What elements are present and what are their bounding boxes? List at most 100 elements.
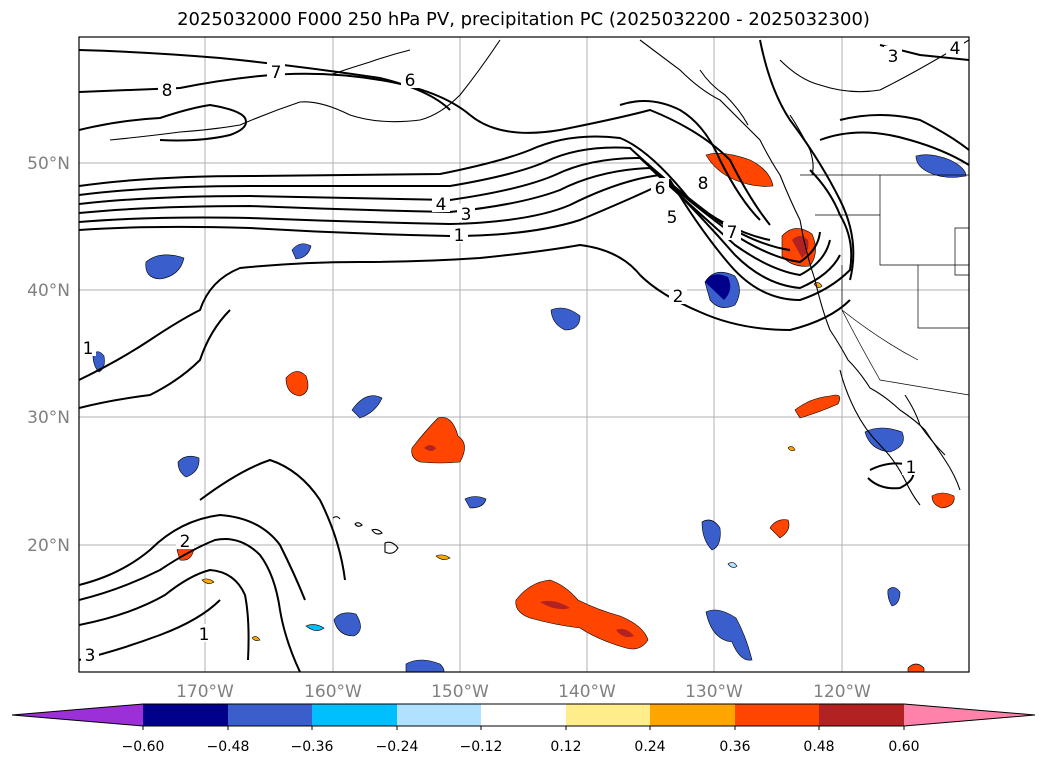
- colorbar-tick-label: −0.36: [291, 739, 334, 755]
- contour-label: 4: [436, 195, 447, 215]
- colorbar-extend-max: [904, 704, 1035, 726]
- precip-positive-patch: [794, 394, 841, 419]
- contour-label: 1: [83, 339, 94, 359]
- longitude-labels: 170°W 160°W 150°W 140°W 130°W 120°W: [176, 682, 871, 702]
- contour-label: 2: [180, 532, 191, 552]
- contour-label: 3: [461, 205, 472, 225]
- precip-negative-patch: [92, 351, 105, 373]
- colorbar-segment: [650, 704, 735, 726]
- colorbar-tick-label: 0.60: [888, 739, 919, 755]
- contour-label: 5: [667, 208, 678, 228]
- colorbar-segment: [397, 704, 481, 726]
- precip-negative-patch: [701, 519, 721, 551]
- pv-contour-6: [79, 135, 771, 241]
- contour-label: 1: [906, 458, 917, 478]
- lon-label: 170°W: [176, 682, 234, 702]
- precip-positive-patch: [931, 492, 955, 509]
- pv-contour-ridge2: [79, 513, 306, 601]
- colorbar-tick-label: −0.12: [460, 739, 503, 755]
- precip-positive-patch: [540, 600, 570, 610]
- contour-label: 7: [271, 63, 282, 83]
- precip-negative-patch: [145, 254, 185, 280]
- precip-positive-patch: [705, 153, 774, 187]
- contour-label: 1: [199, 625, 210, 645]
- pv-contours: [79, 39, 969, 672]
- precip-negative-patch: [291, 243, 312, 260]
- map-frame: [78, 36, 970, 673]
- pv-contour-8: [79, 103, 247, 142]
- lon-label: 120°W: [813, 682, 871, 702]
- pv-contour-4: [79, 156, 821, 264]
- precip-negative-patch: [727, 562, 738, 568]
- pv-contour-east4: [759, 39, 855, 281]
- lat-label: 30°N: [27, 408, 70, 428]
- lon-label: 130°W: [685, 682, 743, 702]
- contour-label: 3: [888, 47, 899, 67]
- contour-labels: 8 7 6 6 4 3 5 8 7 1 2 1 1 2 1 3 3 4: [80, 38, 964, 666]
- precip-negative-patch: [915, 154, 967, 178]
- precip-negative-patch: [705, 609, 753, 661]
- pv-contour-ridge1: [79, 538, 301, 672]
- precip-negative-patch: [351, 395, 383, 419]
- precip-negative-patch: [550, 307, 581, 331]
- colorbar-tick-label: −0.48: [207, 739, 250, 755]
- colorbar-segment: [566, 704, 650, 726]
- precip-negative-patch: [305, 624, 325, 631]
- lon-label: 150°W: [431, 682, 489, 702]
- precip-negative-patch: [333, 612, 361, 637]
- precip-positive-patch: [411, 417, 465, 464]
- contour-label: 1: [454, 226, 465, 246]
- precip-positive-patch: [285, 371, 309, 397]
- precip-positive-patch: [907, 663, 925, 672]
- contour-label: 8: [698, 174, 709, 194]
- pv-contour-2b: [79, 243, 851, 381]
- precipitation-patches: [92, 153, 967, 672]
- lat-label: 40°N: [27, 281, 70, 301]
- contour-label: 6: [655, 179, 666, 199]
- colorbar-tick-label: 0.24: [634, 739, 665, 755]
- precip-positive-patch: [435, 554, 451, 560]
- colorbar-segment: [143, 704, 228, 726]
- colorbar-segment: [228, 704, 312, 726]
- pv-contour-7: [79, 72, 771, 226]
- colorbar-tick-label: 0.12: [550, 739, 581, 755]
- precip-negative-patch: [864, 427, 904, 453]
- lat-label: 20°N: [27, 536, 70, 556]
- lon-label: 140°W: [558, 682, 616, 702]
- map-title: 2025032000 F000 250 hPa PV, precipitatio…: [177, 9, 870, 30]
- precip-positive-patch: [424, 445, 436, 451]
- pv-contour-east1: [839, 114, 969, 151]
- colorbar: [11, 703, 1036, 730]
- colorbar-tick-label: −0.24: [376, 739, 419, 755]
- pv-contour-east2: [819, 131, 969, 166]
- colorbar-tick-label: 0.48: [803, 739, 834, 755]
- latitude-labels: 50°N 40°N 30°N 20°N: [27, 154, 70, 556]
- colorbar-extend-min: [12, 704, 143, 726]
- pv-contour-ridge4: [79, 599, 221, 661]
- pv-contour-ridge5: [199, 458, 346, 581]
- gridlines: [79, 37, 969, 672]
- colorbar-segment: [312, 704, 397, 726]
- pv-contour-ridge3: [79, 568, 250, 661]
- precip-positive-patch: [787, 446, 796, 451]
- precip-positive-patch: [201, 578, 215, 584]
- contour-label: 3: [85, 646, 96, 666]
- colorbar-ticks: −0.60 −0.48 −0.36 −0.24 −0.12 0.12 0.24 …: [122, 739, 920, 755]
- pv-contour-2: [79, 173, 841, 290]
- contour-label: 8: [162, 81, 173, 101]
- precip-positive-patch: [616, 628, 634, 638]
- pv-contour-3: [79, 166, 831, 277]
- precip-positive-patch: [769, 519, 790, 539]
- contour-label: 7: [727, 223, 738, 243]
- colorbar-tick-label: 0.36: [719, 739, 750, 755]
- colorbar-tick-label: −0.60: [122, 739, 165, 755]
- precip-positive-patch: [251, 636, 261, 641]
- precip-negative-patch: [464, 496, 487, 509]
- precip-negative-patch: [705, 274, 731, 300]
- precip-negative-patch: [405, 659, 445, 672]
- colorbar-segment: [735, 704, 819, 726]
- map-background: [79, 37, 969, 672]
- colorbar-segment: [819, 704, 904, 726]
- pv-contour-1b: [79, 309, 231, 409]
- pv-contour-8b: [619, 100, 761, 221]
